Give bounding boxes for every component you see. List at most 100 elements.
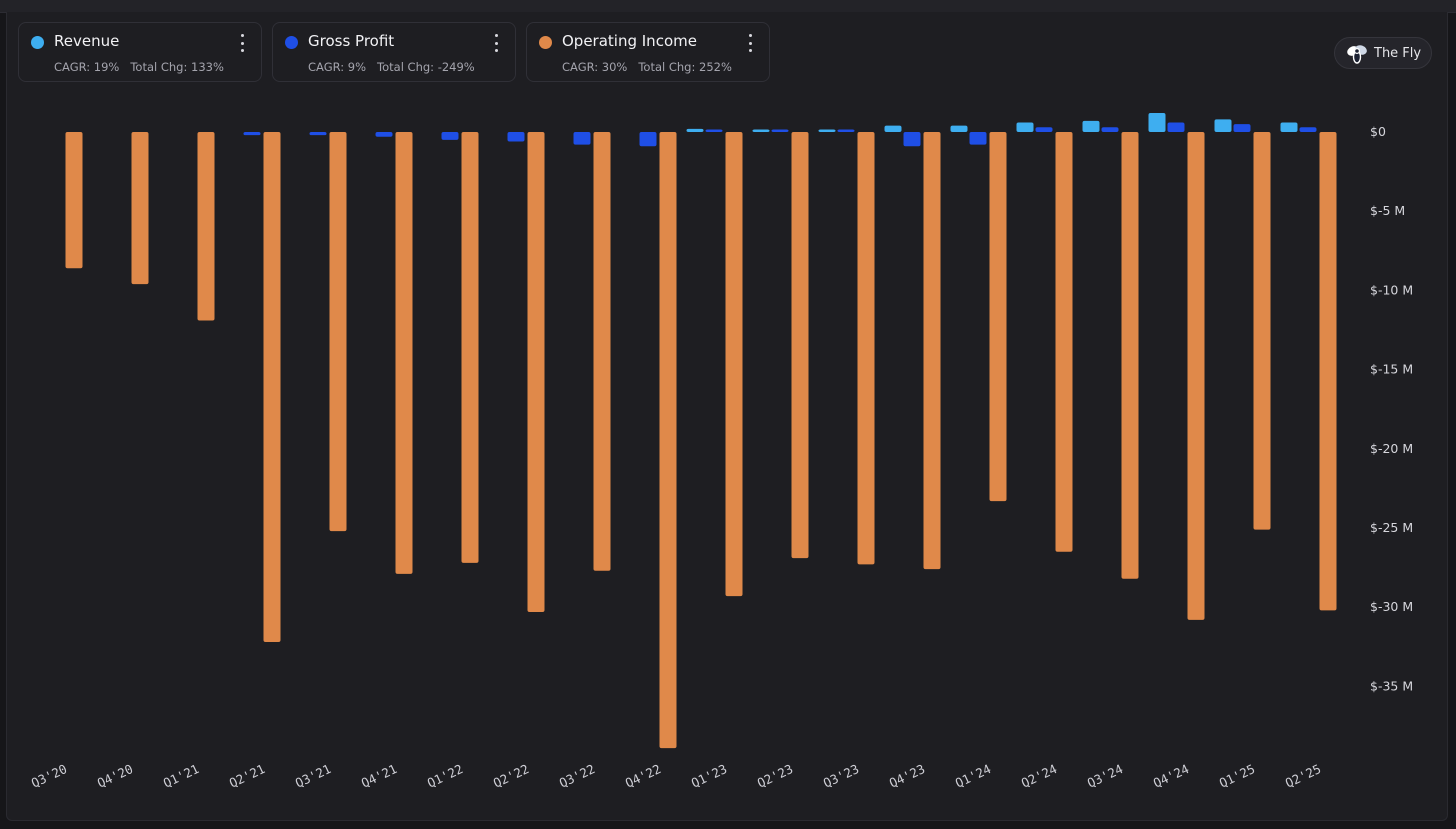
x-tick-label: Q3'20: [29, 761, 69, 791]
y-tick-label: $-30 M: [1370, 599, 1413, 614]
revenue-bar: [818, 129, 836, 132]
revenue-bar: [752, 129, 770, 132]
x-tick-label: Q3'24: [1085, 761, 1125, 791]
operating-income-bar: [857, 132, 875, 565]
gross-profit-bar: [903, 132, 921, 147]
legend-stats: CAGR: 30% Total Chg: 252%: [562, 60, 732, 74]
revenue-dot-icon: [31, 36, 44, 49]
gross-profit-bar: [705, 129, 723, 132]
revenue-bar: [884, 125, 902, 132]
gross-profit-bar: [837, 129, 855, 132]
gross-profit-bar: [1299, 127, 1317, 132]
operating-income-bar: [131, 132, 149, 285]
operating-income-bar: [461, 132, 479, 563]
x-tick-label: Q4'22: [623, 761, 663, 791]
operating-income-bar: [197, 132, 215, 321]
x-tick-label: Q2'24: [1019, 761, 1059, 791]
x-tick-label: Q4'24: [1151, 761, 1191, 791]
operating-income-bar: [527, 132, 545, 612]
legend-total-change: Total Chg: 252%: [638, 60, 732, 74]
x-tick-label: Q4'21: [359, 761, 399, 791]
operating-income-bar: [989, 132, 1007, 502]
gross-profit-bar: [1167, 122, 1185, 132]
revenue-bar: [686, 128, 704, 132]
legend-card-gross-profit[interactable]: Gross Profit CAGR: 9% Total Chg: -249%: [272, 22, 516, 82]
x-tick-label: Q2'22: [491, 761, 531, 791]
fly-logo-icon: [1347, 45, 1367, 64]
legend-cagr: CAGR: 19%: [54, 60, 120, 74]
the-fly-badge[interactable]: The Fly: [1334, 37, 1432, 69]
y-tick-label: $-5 M: [1370, 203, 1405, 218]
legend-cagr: CAGR: 30%: [562, 60, 628, 74]
x-tick-label: Q3'23: [821, 761, 861, 791]
gross-profit-bar: [1101, 127, 1119, 132]
gross-profit-bar: [573, 132, 591, 145]
revenue-bar: [1082, 120, 1100, 132]
y-tick-label: $-35 M: [1370, 678, 1413, 693]
revenue-bar: [1148, 112, 1166, 132]
x-tick-label: Q1'24: [953, 761, 993, 791]
gross-profit-bar: [375, 132, 393, 137]
gross-profit-bar: [1233, 124, 1251, 132]
legend-name: Gross Profit: [308, 32, 395, 50]
legend-total-change: Total Chg: 133%: [130, 60, 224, 74]
x-tick-label: Q2'25: [1283, 761, 1323, 791]
operating-income-bar: [395, 132, 413, 574]
legend-cagr: CAGR: 9%: [308, 60, 367, 74]
badge-label: The Fly: [1374, 46, 1422, 61]
revenue-bar: [1214, 119, 1232, 132]
gross-profit-bar: [507, 132, 525, 142]
y-tick-label: $-10 M: [1370, 282, 1413, 297]
x-tick-label: Q2'23: [755, 761, 795, 791]
gross-profit-bar: [309, 132, 327, 136]
revenue-bar: [1016, 122, 1034, 132]
gross-profit-bar: [441, 132, 459, 140]
x-tick-label: Q2'21: [227, 761, 267, 791]
legend-card-operating-income[interactable]: Operating Income CAGR: 30% Total Chg: 252…: [526, 22, 770, 82]
operating-income-bar: [923, 132, 941, 570]
operating-income-bar: [329, 132, 347, 532]
operating-income-bar: [1319, 132, 1337, 611]
legend-total-change: Total Chg: -249%: [377, 60, 475, 74]
gross-profit-bar: [243, 132, 261, 136]
operating-income-bar: [1187, 132, 1205, 620]
gross-profit-bar: [771, 129, 789, 132]
legend-name: Revenue: [54, 32, 120, 50]
operating-income-bar: [1253, 132, 1271, 530]
operating-income-bar: [263, 132, 281, 643]
legend-stats: CAGR: 19% Total Chg: 133%: [54, 60, 224, 74]
y-tick-label: $-20 M: [1370, 441, 1413, 456]
operating-income-bar: [659, 132, 677, 749]
gross-profit-bar: [639, 132, 657, 147]
revenue-bar: [950, 125, 968, 132]
x-tick-label: Q1'23: [689, 761, 729, 791]
y-tick-label: $-25 M: [1370, 520, 1413, 535]
more-options-icon[interactable]: [235, 32, 249, 54]
gross-profit-bar: [1035, 127, 1053, 132]
x-tick-label: Q3'21: [293, 761, 333, 791]
x-tick-label: Q4'20: [95, 761, 135, 791]
operating-income-bar: [725, 132, 743, 597]
legend-name: Operating Income: [562, 32, 697, 50]
operating-income-dot-icon: [539, 36, 552, 49]
x-tick-label: Q1'25: [1217, 761, 1257, 791]
operating-income-bar: [65, 132, 83, 269]
operating-income-bar: [1121, 132, 1139, 579]
x-tick-label: Q1'22: [425, 761, 465, 791]
x-tick-label: Q3'22: [557, 761, 597, 791]
legend-stats: CAGR: 9% Total Chg: -249%: [308, 60, 475, 74]
more-options-icon[interactable]: [743, 32, 757, 54]
revenue-bar: [1280, 122, 1298, 132]
gross-profit-dot-icon: [285, 36, 298, 49]
operating-income-bar: [791, 132, 809, 559]
gross-profit-bar: [969, 132, 987, 145]
x-tick-label: Q4'23: [887, 761, 927, 791]
legend-card-revenue[interactable]: Revenue CAGR: 19% Total Chg: 133%: [18, 22, 262, 82]
operating-income-bar: [593, 132, 611, 571]
y-tick-label: $-15 M: [1370, 362, 1413, 377]
x-tick-label: Q1'21: [161, 761, 201, 791]
operating-income-bar: [1055, 132, 1073, 552]
y-tick-label: $0: [1370, 124, 1386, 139]
more-options-icon[interactable]: [489, 32, 503, 54]
